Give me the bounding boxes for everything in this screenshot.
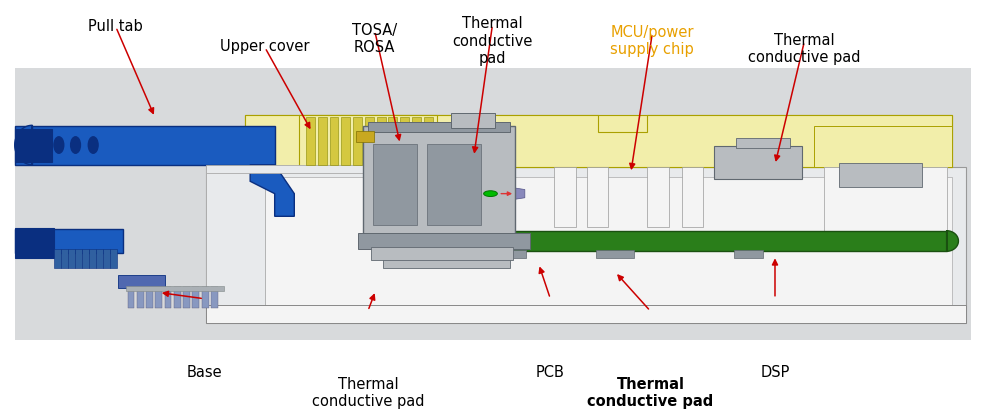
FancyBboxPatch shape: [368, 122, 510, 132]
FancyBboxPatch shape: [75, 249, 81, 268]
FancyBboxPatch shape: [126, 286, 224, 291]
FancyBboxPatch shape: [192, 287, 199, 308]
FancyBboxPatch shape: [356, 131, 374, 142]
FancyBboxPatch shape: [183, 287, 190, 308]
Polygon shape: [15, 125, 32, 165]
FancyBboxPatch shape: [299, 115, 437, 167]
Text: TOSA/
ROSA: TOSA/ ROSA: [352, 23, 397, 55]
Polygon shape: [250, 165, 294, 216]
Text: Upper cover: Upper cover: [220, 39, 310, 54]
FancyBboxPatch shape: [15, 228, 54, 258]
Ellipse shape: [88, 137, 98, 153]
FancyBboxPatch shape: [54, 249, 61, 268]
Circle shape: [484, 191, 497, 197]
FancyBboxPatch shape: [15, 229, 123, 253]
FancyBboxPatch shape: [647, 167, 669, 227]
Polygon shape: [245, 115, 952, 167]
Text: DSP: DSP: [760, 365, 790, 379]
FancyBboxPatch shape: [206, 305, 966, 323]
FancyBboxPatch shape: [358, 233, 530, 249]
FancyBboxPatch shape: [734, 250, 763, 258]
FancyBboxPatch shape: [211, 287, 218, 308]
Ellipse shape: [71, 137, 80, 153]
FancyBboxPatch shape: [61, 249, 68, 268]
FancyBboxPatch shape: [15, 68, 971, 340]
FancyBboxPatch shape: [736, 138, 790, 148]
Polygon shape: [947, 231, 958, 251]
Text: PCB: PCB: [536, 365, 565, 379]
Polygon shape: [471, 181, 525, 206]
FancyBboxPatch shape: [341, 117, 350, 165]
FancyBboxPatch shape: [383, 258, 510, 268]
FancyBboxPatch shape: [96, 249, 103, 268]
FancyBboxPatch shape: [318, 117, 327, 165]
FancyBboxPatch shape: [15, 129, 52, 162]
FancyBboxPatch shape: [814, 126, 952, 167]
Text: MCU/power
supply chip: MCU/power supply chip: [610, 25, 695, 57]
FancyBboxPatch shape: [427, 144, 481, 225]
FancyBboxPatch shape: [110, 249, 117, 268]
FancyBboxPatch shape: [245, 177, 952, 317]
Text: Thermal
conductive
pad: Thermal conductive pad: [452, 16, 533, 66]
FancyBboxPatch shape: [174, 287, 181, 308]
FancyBboxPatch shape: [15, 126, 275, 165]
FancyBboxPatch shape: [714, 146, 802, 179]
FancyBboxPatch shape: [206, 165, 471, 173]
FancyBboxPatch shape: [202, 287, 209, 308]
Text: Pull tab: Pull tab: [88, 19, 143, 33]
FancyBboxPatch shape: [363, 126, 515, 235]
FancyBboxPatch shape: [146, 287, 153, 308]
FancyBboxPatch shape: [128, 287, 134, 308]
FancyBboxPatch shape: [424, 117, 433, 165]
FancyBboxPatch shape: [400, 117, 409, 165]
FancyBboxPatch shape: [330, 117, 338, 165]
FancyBboxPatch shape: [451, 113, 495, 128]
FancyBboxPatch shape: [554, 167, 576, 227]
FancyBboxPatch shape: [353, 117, 362, 165]
Text: Thermal
conductive pad: Thermal conductive pad: [749, 33, 860, 66]
FancyBboxPatch shape: [824, 167, 947, 231]
FancyBboxPatch shape: [136, 287, 143, 308]
FancyBboxPatch shape: [371, 247, 513, 260]
FancyBboxPatch shape: [206, 167, 966, 323]
Polygon shape: [245, 115, 952, 167]
FancyBboxPatch shape: [377, 117, 386, 165]
FancyBboxPatch shape: [68, 249, 75, 268]
FancyBboxPatch shape: [89, 249, 96, 268]
FancyBboxPatch shape: [498, 250, 526, 258]
FancyBboxPatch shape: [839, 163, 922, 187]
FancyBboxPatch shape: [481, 231, 947, 251]
FancyBboxPatch shape: [412, 117, 421, 165]
FancyBboxPatch shape: [103, 249, 110, 268]
FancyBboxPatch shape: [596, 250, 634, 258]
FancyBboxPatch shape: [365, 117, 374, 165]
FancyBboxPatch shape: [82, 249, 89, 268]
FancyBboxPatch shape: [682, 167, 703, 227]
FancyBboxPatch shape: [165, 287, 172, 308]
FancyBboxPatch shape: [118, 275, 165, 288]
FancyBboxPatch shape: [306, 117, 315, 165]
FancyBboxPatch shape: [206, 167, 265, 323]
FancyBboxPatch shape: [373, 144, 417, 225]
Text: Base: Base: [186, 365, 222, 379]
Text: Thermal
conductive pad: Thermal conductive pad: [588, 377, 713, 410]
FancyBboxPatch shape: [587, 167, 608, 227]
Text: Thermal
conductive pad: Thermal conductive pad: [312, 377, 424, 410]
FancyBboxPatch shape: [155, 287, 162, 308]
Ellipse shape: [54, 137, 64, 153]
FancyBboxPatch shape: [388, 117, 397, 165]
